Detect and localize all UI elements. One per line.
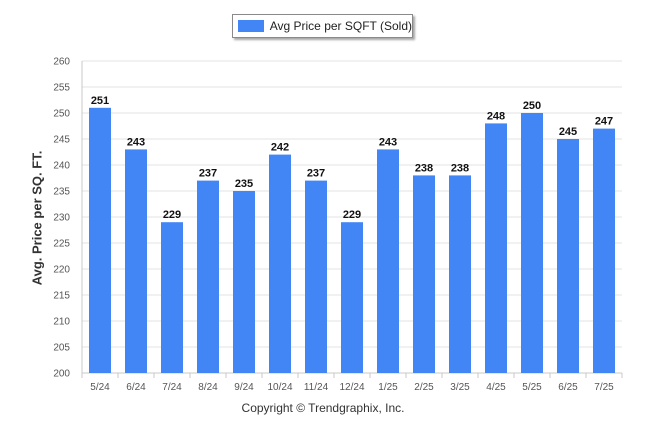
bar-data-label: 237 — [199, 168, 217, 180]
bar-data-label: 235 — [235, 178, 253, 190]
bar — [89, 107, 111, 374]
x-tick-label: 9/24 — [234, 382, 254, 393]
bar-data-label: 238 — [415, 162, 433, 174]
bar — [125, 149, 147, 373]
y-tick-label: 210 — [53, 317, 70, 328]
y-tick-label: 220 — [53, 265, 70, 276]
copyright-footer: Copyright © Trendgraphix, Inc. — [241, 401, 405, 415]
y-tick-label: 205 — [53, 343, 70, 354]
y-tick-label: 225 — [53, 239, 70, 250]
bar-data-label: 229 — [163, 209, 181, 221]
bar-data-label: 250 — [523, 100, 541, 112]
x-tick-label: 6/24 — [126, 382, 146, 393]
bar — [413, 175, 435, 373]
x-tick-label: 7/25 — [594, 382, 614, 393]
y-tick-label: 235 — [53, 187, 70, 198]
x-tick-label: 10/24 — [267, 382, 292, 393]
bar — [485, 123, 507, 374]
bar — [449, 175, 471, 373]
x-tick-label: 6/25 — [558, 382, 578, 393]
bar-data-label: 237 — [307, 168, 325, 180]
y-tick-label: 240 — [53, 161, 70, 172]
bar-data-label: 247 — [595, 116, 613, 128]
x-tick-label: 3/25 — [450, 382, 470, 393]
x-tick-label: 5/25 — [522, 382, 542, 393]
y-tick-label: 215 — [53, 291, 70, 302]
y-tick-label: 255 — [53, 83, 70, 94]
x-tick-label: 5/24 — [90, 382, 110, 393]
bar — [521, 113, 543, 373]
y-axis-title: Avg. Price per SQ. FT. — [29, 150, 45, 286]
x-tick-label: 4/25 — [486, 382, 506, 393]
x-tick-label: 12/24 — [339, 382, 364, 393]
y-tick-label: 250 — [53, 109, 70, 120]
bar — [377, 149, 399, 373]
x-tick-label: 2/25 — [414, 382, 434, 393]
bar — [341, 222, 363, 373]
bar — [161, 222, 183, 373]
bar — [197, 180, 219, 373]
x-tick-label: 8/24 — [198, 382, 218, 393]
bar-data-label: 243 — [379, 136, 397, 148]
x-tick-label: 11/24 — [304, 382, 329, 393]
y-tick-label: 260 — [53, 57, 70, 68]
legend-swatch — [238, 20, 264, 32]
x-tick-label: 1/25 — [378, 382, 398, 393]
bar-data-label: 248 — [487, 110, 505, 122]
bar — [233, 191, 255, 373]
chart-legend[interactable]: Avg Price per SQFT (Sold) — [232, 14, 413, 38]
y-tick-label: 245 — [53, 135, 70, 146]
bar-data-label: 251 — [91, 95, 109, 107]
bar-data-label: 243 — [127, 136, 145, 148]
y-tick-label: 200 — [53, 369, 70, 380]
x-tick-label: 7/24 — [162, 382, 182, 393]
bar-data-label: 238 — [451, 162, 469, 174]
bar — [557, 139, 579, 373]
bar — [305, 180, 327, 373]
y-tick-label: 230 — [53, 213, 70, 224]
bar — [269, 154, 291, 373]
legend-label: Avg Price per SQFT (Sold) — [269, 19, 412, 33]
bar — [593, 128, 615, 373]
bar-data-label: 245 — [559, 126, 577, 138]
bar-data-label: 242 — [271, 142, 289, 154]
bar-data-label: 229 — [343, 209, 361, 221]
